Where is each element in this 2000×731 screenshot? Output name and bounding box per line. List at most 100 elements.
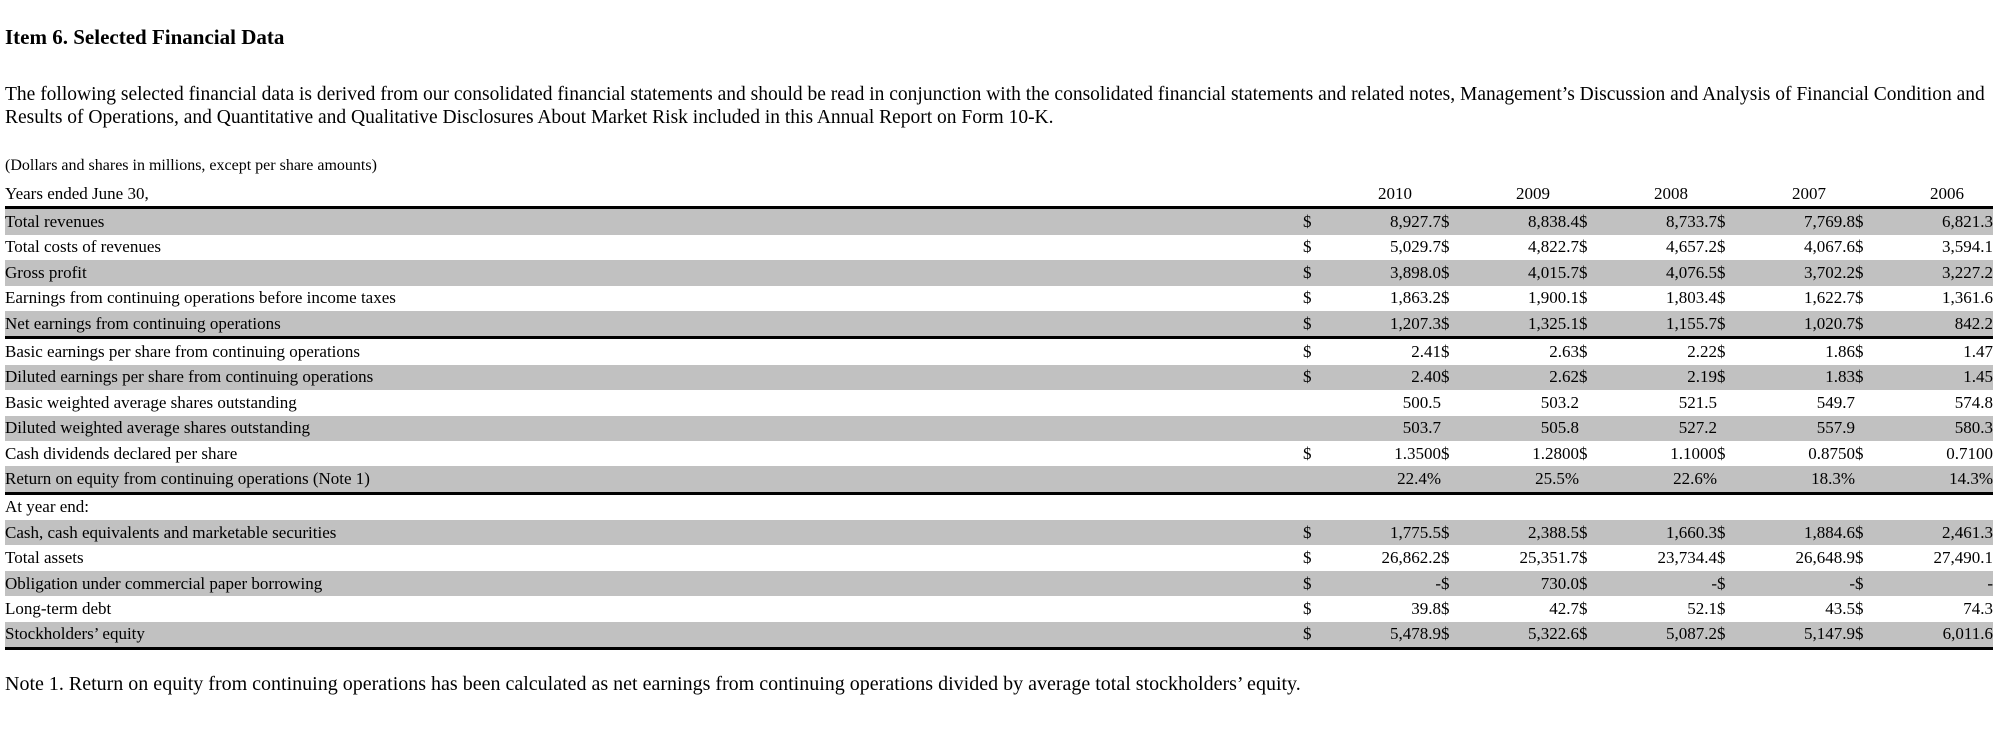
row-label: Cash dividends declared per share [5,443,238,463]
dollar-sign: $ [1441,598,1450,618]
dollar-sign: $ [1855,443,1864,463]
year-header: 2009 [1487,181,1579,210]
cell-value: 503.2 [1540,392,1579,412]
row-label: Net earnings from continuing operations [5,310,1303,340]
table-row: Diluted earnings per share from continui… [5,364,1993,391]
dollar-sign: $ [1441,548,1450,568]
cell-value: 580.3 [1901,415,1993,441]
cell-value: 5,478.9 [1349,621,1441,651]
dollar-sign [1855,466,1901,495]
footnote: Note 1. Return on equity from continuing… [5,673,1301,696]
cell-value: 23,734.4 [1657,548,1718,568]
dollar-sign: $ [1303,364,1349,391]
cell-value: 1,660.3 [1625,520,1717,546]
dollar-sign: $ [1441,443,1450,463]
cell-value: 5,087.2 [1625,621,1717,651]
row-label: Gross profit [5,260,1303,286]
dollar-sign: $ [1855,342,1864,362]
header-spacer [1441,181,1487,210]
dollar-sign [1579,415,1625,441]
table-row: Earnings from continuing operations befo… [5,286,1993,311]
dollar-sign: $ [1441,260,1487,286]
dollar-sign: $ [1303,548,1312,568]
dollar-sign [1441,390,1487,415]
cell-value: 503.7 [1349,415,1441,441]
dollar-sign: $ [1303,443,1312,463]
cell-value: 2.40 [1349,364,1441,391]
cell-value: 2.41 [1411,342,1441,362]
dollar-sign: $ [1579,598,1588,618]
cell-value: 1,884.6 [1763,520,1855,546]
dollar-sign [1579,390,1625,415]
dollar-sign: $ [1717,288,1726,308]
table-row: Basic weighted average shares outstandin… [5,390,1993,415]
dollar-sign: $ [1579,621,1625,651]
cell-value: 39.8 [1411,598,1441,618]
dollar-sign: $ [1855,288,1864,308]
table-row: Return on equity from continuing operati… [5,466,1993,495]
cell-value: 1.2800 [1532,443,1579,463]
dollar-sign: $ [1579,342,1588,362]
cell-value: 1.86 [1825,342,1855,362]
dollar-sign: $ [1579,548,1588,568]
cell-value: 8,927.7 [1349,207,1441,235]
cell-value: 4,822.7 [1528,237,1579,257]
dollar-sign: $ [1579,310,1625,340]
dollar-sign: $ [1717,310,1763,340]
dollar-sign: $ [1717,260,1763,286]
row-label: Obligation under commercial paper borrow… [5,570,1303,597]
dollar-sign: $ [1855,237,1864,257]
cell-value: 2.19 [1625,364,1717,391]
header-spacer [1855,181,1901,210]
cell-value: 1,775.5 [1349,520,1441,546]
table-row: Obligation under commercial paper borrow… [5,570,1993,597]
table-row: Total revenues $8,927.7 $8,838.4 $8,733.7 $7… [5,207,1993,235]
dollar-sign: $ [1303,237,1312,257]
cell-value: 25,351.7 [1519,548,1580,568]
dollar-sign: $ [1441,342,1450,362]
row-label: Diluted earnings per share from continui… [5,364,1303,391]
cell-value: 1.45 [1901,364,1993,391]
cell-value: 2.63 [1549,342,1579,362]
dollar-sign [1855,415,1901,441]
cell-value: 27,490.1 [1933,548,1994,568]
cell-value: 3,594.1 [1942,237,1993,257]
cell-value: 7,769.8 [1763,207,1855,235]
dollar-sign: $ [1579,570,1625,597]
table-header-row: Years ended June 30, 2010 2009 2008 2007… [5,181,1993,210]
cell-value: 22.4% [1349,466,1441,495]
row-label: Basic weighted average shares outstandin… [5,392,297,412]
dollar-sign [1855,390,1901,415]
dollar-sign: $ [1303,598,1312,618]
cell-value: 14.3% [1901,466,1993,495]
dollar-sign: $ [1717,237,1726,257]
dollar-sign: $ [1303,310,1349,340]
dollar-sign: $ [1855,207,1901,235]
row-label: Basic earnings per share from continuing… [5,342,361,362]
selected-financial-data-table: Years ended June 30, 2010 2009 2008 2007… [5,181,1993,651]
table-row: Cash dividends declared per share $1.3500… [5,441,1993,466]
year-header: 2006 [1901,181,1993,210]
dollar-sign: $ [1855,621,1901,651]
dollar-sign: $ [1441,520,1487,546]
dollar-sign [1303,415,1349,441]
table-row: Total costs of revenues $5,029.7 $4,822.7 $… [5,235,1993,260]
table-row: Basic earnings per share from continuing… [5,338,1993,365]
row-label: Total costs of revenues [5,237,162,257]
cell-value: 842.2 [1901,310,1993,340]
dollar-sign: $ [1441,570,1487,597]
cell-value: 4,657.2 [1666,237,1717,257]
dollar-sign: $ [1303,260,1349,286]
table-row: Total assets $26,862.2 $25,351.7 $23,734.4 $… [5,545,1993,570]
cell-value: 549.7 [1816,392,1855,412]
dollar-sign: $ [1855,520,1901,546]
dollar-sign [1717,415,1763,441]
cell-value: - [1625,570,1717,597]
cell-value: 1.3500 [1394,443,1441,463]
year-header: 2010 [1349,181,1441,210]
row-label: At year end: [5,497,90,517]
cell-value: 3,227.2 [1901,260,1993,286]
cell-value: 8,838.4 [1487,207,1579,235]
dollar-sign: $ [1717,342,1726,362]
cell-value: 1.1000 [1670,443,1717,463]
